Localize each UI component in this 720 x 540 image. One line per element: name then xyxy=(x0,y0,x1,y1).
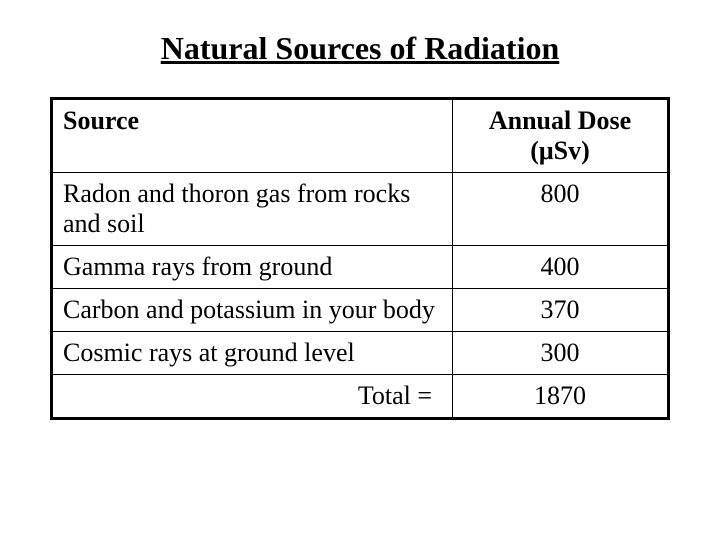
cell-dose: 300 xyxy=(453,332,669,375)
table-row: Carbon and potassium in your body 370 xyxy=(52,289,669,332)
cell-total-value: 1870 xyxy=(453,375,669,419)
radiation-table: Source Annual Dose (μSv) Radon and thoro… xyxy=(50,97,670,420)
col-header-dose: Annual Dose (μSv) xyxy=(453,99,669,173)
cell-dose: 370 xyxy=(453,289,669,332)
table-total-row: Total = 1870 xyxy=(52,375,669,419)
table-row: Radon and thoron gas from rocks and soil… xyxy=(52,173,669,246)
cell-source: Carbon and potassium in your body xyxy=(52,289,453,332)
cell-total-label: Total = xyxy=(52,375,453,419)
table-header-row: Source Annual Dose (μSv) xyxy=(52,99,669,173)
cell-source: Radon and thoron gas from rocks and soil xyxy=(52,173,453,246)
col-header-source: Source xyxy=(52,99,453,173)
cell-dose: 800 xyxy=(453,173,669,246)
cell-source: Cosmic rays at ground level xyxy=(52,332,453,375)
table-row: Gamma rays from ground 400 xyxy=(52,246,669,289)
table-row: Cosmic rays at ground level 300 xyxy=(52,332,669,375)
cell-dose: 400 xyxy=(453,246,669,289)
page-title: Natural Sources of Radiation xyxy=(50,30,670,67)
cell-source: Gamma rays from ground xyxy=(52,246,453,289)
